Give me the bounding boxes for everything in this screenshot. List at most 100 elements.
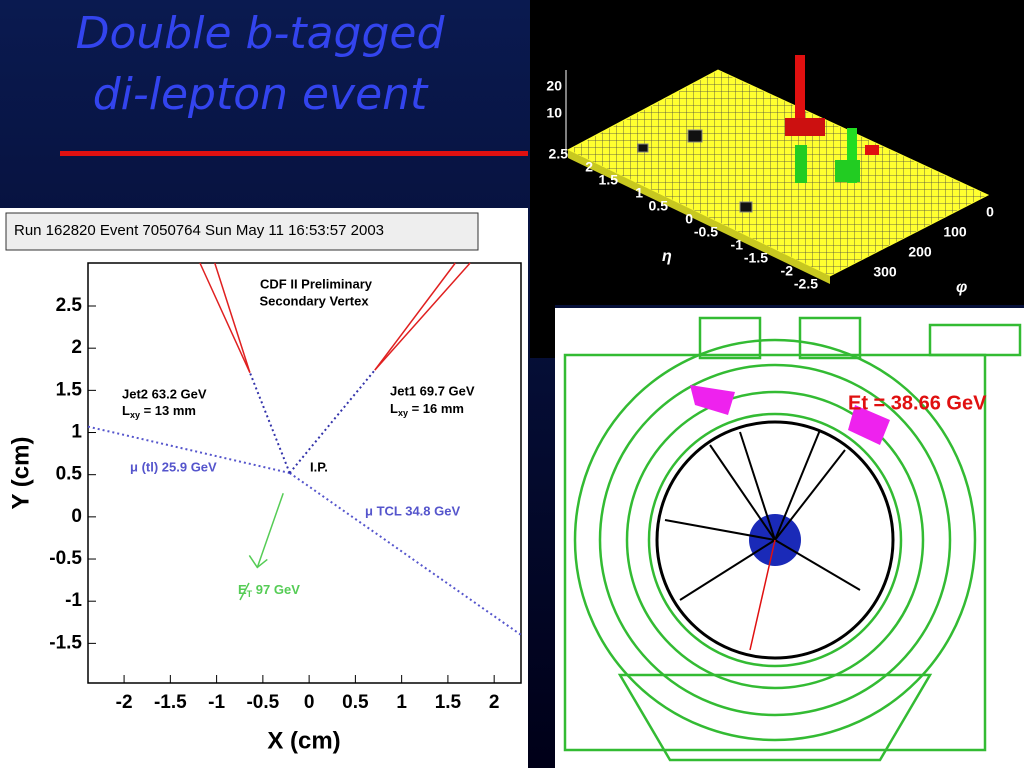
slide-title: Double b-tagged <box>76 8 446 59</box>
annotation: Jet2 63.2 GeV <box>122 386 207 401</box>
tower <box>795 55 805 130</box>
tower <box>835 160 860 182</box>
x-tick-label: 0.5 <box>342 692 369 713</box>
lego-edge <box>568 150 830 284</box>
detector <box>563 316 1022 762</box>
y-tick-label: 1.5 <box>56 379 83 400</box>
lego-label: 200 <box>908 244 932 260</box>
annotation-part: 97 GeV <box>252 582 300 597</box>
track <box>214 262 251 373</box>
lego-label: 0 <box>986 204 994 220</box>
lego-label: 0 <box>685 211 693 227</box>
met-arrow <box>749 539 776 651</box>
y-tick-label: -0.5 <box>49 548 82 569</box>
lego-label: φ <box>956 279 967 296</box>
lego-label: 10 <box>546 105 562 121</box>
lego-label: 0.5 <box>649 198 669 214</box>
track <box>664 519 776 541</box>
tower <box>847 128 857 183</box>
tower <box>687 129 703 143</box>
x-axis-label: X (cm) <box>267 727 340 754</box>
lego-label: 2 <box>585 159 593 175</box>
tower <box>785 118 825 136</box>
xy-plot: -2 -1.5 -1 -0.5 0 0.5 1 1.5 2 -1.5 -1 -0.5 0 0.5 1 1.5 2… <box>7 262 522 754</box>
lego-label: 300 <box>873 264 897 280</box>
y-tick-label: -1.5 <box>49 632 82 653</box>
x-tick-label: -1.5 <box>154 692 187 713</box>
tower <box>637 143 649 153</box>
lego-panel <box>530 0 555 358</box>
tower <box>690 385 735 415</box>
y-tick-label: 2.5 <box>56 295 83 316</box>
block <box>928 323 1022 357</box>
x-tick-label: 0 <box>304 692 315 713</box>
annotation: Lxy = 16 mm <box>390 401 464 418</box>
track <box>739 431 776 541</box>
track <box>709 444 776 541</box>
annotation: CDF II Preliminary <box>260 276 373 291</box>
tower <box>848 405 890 445</box>
track <box>199 262 251 373</box>
tower <box>739 201 753 213</box>
tracks <box>664 429 861 601</box>
annotation-part: = 13 mm <box>140 403 196 418</box>
annotation-part: xy <box>130 410 140 420</box>
lego-label: -0.5 <box>694 224 718 240</box>
x-tick-label: 1.5 <box>435 692 462 713</box>
ring <box>598 363 952 717</box>
track <box>774 429 821 541</box>
wedge <box>617 673 933 762</box>
lego-label: η <box>662 248 672 265</box>
x-tick-label: -1 <box>208 692 225 713</box>
x-tick-label: 2 <box>489 692 500 713</box>
block <box>798 316 862 360</box>
track <box>374 262 471 371</box>
slide-title: di-lepton event <box>93 69 429 120</box>
annotation: μ TCL 34.8 GeV <box>365 503 460 518</box>
ring <box>647 412 903 668</box>
lego-label: 2.5 <box>549 146 569 162</box>
plot-frame <box>87 262 522 684</box>
track <box>288 369 376 474</box>
title-rule <box>60 151 528 156</box>
x-tick-label: -2 <box>116 692 133 713</box>
lego-label: -2 <box>781 263 794 279</box>
annotation: Jet1 69.7 GeV <box>390 383 475 398</box>
annotation-part: = 16 mm <box>408 401 464 416</box>
lego-plot: 20102.521.510.50-0.5-1-1.5-2-2.501002003… <box>546 55 994 296</box>
track <box>256 492 284 568</box>
lego-label: 20 <box>546 78 562 94</box>
lego-label: -1 <box>731 237 744 253</box>
y-tick-label: 0 <box>71 506 82 527</box>
annotation-part: E <box>238 582 247 597</box>
run-box <box>5 212 479 251</box>
et-label: Et = 38.66 GeV <box>848 392 987 414</box>
tower <box>865 145 879 155</box>
annotation: ET 97 GeV <box>238 582 300 599</box>
run-info: Run 162820 Event 7050764 Sun May 11 16:5… <box>14 222 384 239</box>
annotation-part: xy <box>398 408 408 418</box>
track <box>679 539 776 601</box>
arrowhead <box>248 555 268 569</box>
lego-label: 1.5 <box>599 172 619 188</box>
y-tick-label: 2 <box>71 337 82 358</box>
block <box>698 316 762 360</box>
lego-grid <box>566 69 990 277</box>
frame <box>563 353 987 752</box>
track <box>374 262 456 371</box>
annotation: I.P. <box>310 459 328 474</box>
ring <box>573 338 977 742</box>
annotation: Lxy = 13 mm <box>122 403 196 420</box>
lego-label: -2.5 <box>794 276 818 292</box>
annotation-part: L <box>122 403 130 418</box>
lego-label: 1 <box>635 185 643 201</box>
ring <box>625 390 925 690</box>
annotation-part: L <box>390 401 398 416</box>
lego-label: 100 <box>943 224 967 240</box>
y-axis-label: Y (cm) <box>7 437 34 510</box>
track <box>774 449 846 541</box>
lego-label: -1.5 <box>744 250 768 266</box>
annotation-part: T <box>247 589 253 599</box>
annotation: Secondary Vertex <box>259 293 369 308</box>
